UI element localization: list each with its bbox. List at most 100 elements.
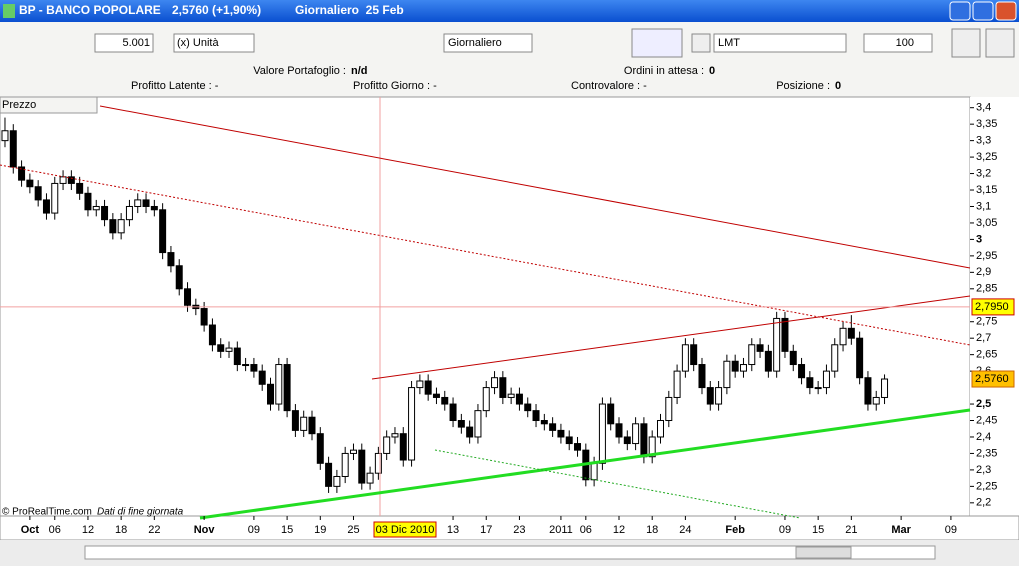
candle-body bbox=[540, 420, 548, 425]
amount: 100 bbox=[896, 37, 914, 49]
candle-body bbox=[408, 387, 416, 461]
candle-body bbox=[839, 327, 847, 346]
candle-body bbox=[565, 436, 573, 445]
candle-body bbox=[1, 130, 9, 142]
crosshair-price-box bbox=[971, 298, 1015, 316]
candle-body bbox=[549, 423, 557, 431]
countervalue: Controvalore : - bbox=[571, 80, 647, 92]
candle-body bbox=[507, 393, 515, 398]
candle-body bbox=[175, 265, 183, 290]
x-tick-label: 09 bbox=[779, 524, 791, 536]
candle-body bbox=[26, 179, 34, 188]
candle-body bbox=[789, 350, 797, 366]
y-tick-label: 2,2 bbox=[976, 497, 991, 509]
x-tick-label: 06 bbox=[49, 524, 61, 536]
strategy-button[interactable] bbox=[631, 28, 683, 58]
y-tick-label: 2,3 bbox=[976, 464, 991, 476]
x-tick-label: 24 bbox=[679, 524, 691, 536]
candle-body bbox=[739, 364, 747, 372]
candle-body bbox=[217, 344, 225, 352]
buy-button[interactable] bbox=[951, 28, 981, 58]
timeframe-select[interactable] bbox=[443, 33, 533, 53]
x-tick-label: 2011 bbox=[549, 524, 573, 536]
candle-body bbox=[92, 205, 100, 211]
restore[interactable] bbox=[972, 1, 994, 21]
candle-body bbox=[142, 199, 150, 207]
x-tick-label: Oct bbox=[21, 524, 40, 536]
candle-body bbox=[615, 423, 623, 438]
x-tick-label: 15 bbox=[281, 524, 293, 536]
quote: 2,5760 (+1,90%) bbox=[172, 3, 261, 17]
x-tick-label: 18 bbox=[115, 524, 127, 536]
candle-body bbox=[872, 396, 880, 405]
title-bar bbox=[0, 0, 1019, 22]
candle-body bbox=[34, 186, 42, 201]
candle-body bbox=[125, 205, 133, 221]
candle-body bbox=[101, 205, 109, 221]
candle-body bbox=[681, 344, 689, 372]
x-tick-label: 18 bbox=[646, 524, 658, 536]
y-tick-label: 3,1 bbox=[976, 200, 991, 212]
candle-body bbox=[432, 393, 440, 398]
x-tick-label: 06 bbox=[580, 524, 592, 536]
x-tick-label: 12 bbox=[82, 524, 94, 536]
portfolio-value: n/d bbox=[351, 65, 368, 77]
candle-body bbox=[51, 182, 59, 214]
y-tick-label: 3,3 bbox=[976, 135, 991, 147]
x-tick-label: 19 bbox=[314, 524, 326, 536]
scroll-thumb[interactable] bbox=[795, 546, 852, 559]
y-tick-label: 2,9 bbox=[976, 266, 991, 278]
candle-body bbox=[399, 433, 407, 461]
candle-body bbox=[640, 423, 648, 458]
y-tick-label: 2,65 bbox=[976, 349, 997, 361]
candle-body bbox=[457, 420, 465, 428]
amount-input[interactable] bbox=[863, 33, 933, 53]
candle-body bbox=[748, 344, 756, 366]
x-tick-label: 23 bbox=[513, 524, 525, 536]
period: Giornaliero 25 Feb bbox=[295, 3, 404, 17]
candle-body bbox=[167, 252, 175, 267]
candle-body bbox=[764, 350, 772, 372]
candle-body bbox=[673, 370, 681, 398]
app-icon bbox=[3, 4, 15, 18]
candle-body bbox=[242, 364, 250, 367]
x-tick-label: 25 bbox=[347, 524, 359, 536]
tool-button[interactable] bbox=[691, 33, 711, 53]
candle-body bbox=[9, 130, 17, 168]
x-tick-label: 13 bbox=[447, 524, 459, 536]
support-line bbox=[199, 408, 971, 520]
y-tick-label: 2,35 bbox=[976, 447, 997, 459]
minimize[interactable] bbox=[949, 1, 971, 21]
y-tick-label: 3,25 bbox=[976, 151, 997, 163]
unit: (x) Unità bbox=[177, 37, 219, 49]
x-tick-label: 15 bbox=[812, 524, 824, 536]
crosshair-price: 2,7950 bbox=[975, 301, 1009, 313]
candle-body bbox=[474, 410, 482, 438]
candle-body bbox=[258, 370, 266, 385]
candle-body bbox=[208, 324, 216, 346]
x-tick-label: 22 bbox=[148, 524, 160, 536]
candle-body bbox=[756, 344, 764, 352]
candle-body bbox=[374, 452, 382, 474]
candle-body bbox=[656, 420, 664, 438]
candle-body bbox=[200, 308, 208, 326]
close[interactable] bbox=[995, 1, 1017, 21]
y-tick-label: 3,35 bbox=[976, 118, 997, 130]
panel-header bbox=[0, 96, 98, 114]
x-tick-label: 21 bbox=[845, 524, 857, 536]
order-type-select[interactable] bbox=[713, 33, 847, 53]
x-tick-label: Mar bbox=[891, 524, 911, 536]
y-tick-label: 2,7 bbox=[976, 332, 991, 344]
candle-body bbox=[598, 403, 606, 464]
unit-select[interactable] bbox=[173, 33, 255, 53]
y-tick-label: 2,85 bbox=[976, 283, 997, 295]
candle-body bbox=[225, 347, 233, 352]
candle-body bbox=[706, 387, 714, 405]
quantity-input[interactable] bbox=[94, 33, 154, 53]
candle-body bbox=[491, 377, 499, 389]
last-price: 2,5760 bbox=[975, 373, 1009, 385]
candle-body bbox=[59, 176, 67, 184]
sell-button[interactable] bbox=[985, 28, 1015, 58]
scrollbar[interactable] bbox=[84, 545, 936, 560]
